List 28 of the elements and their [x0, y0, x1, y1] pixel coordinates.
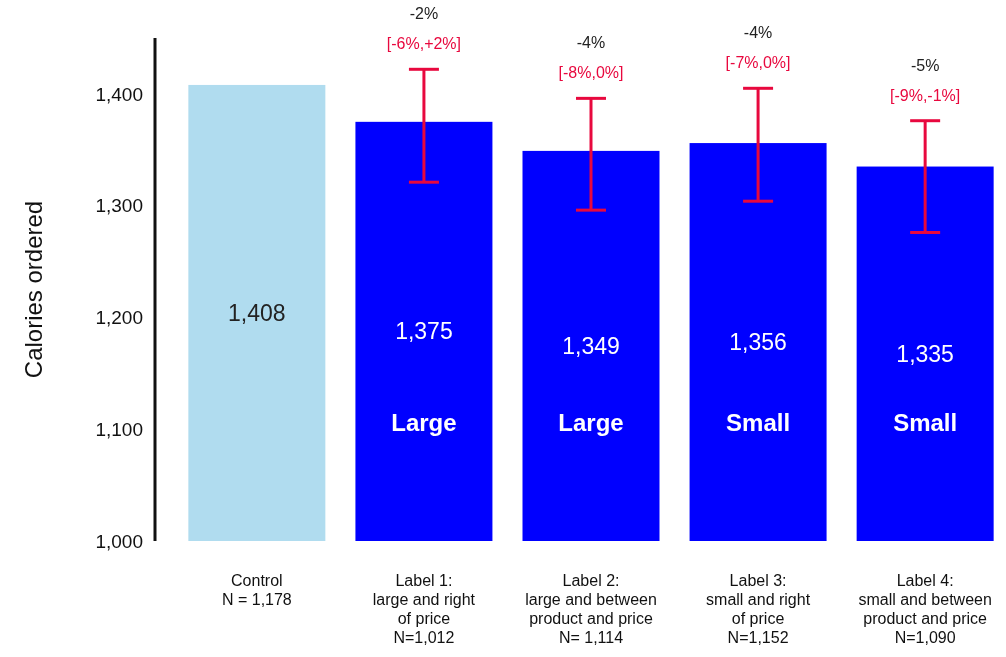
y-axis-title: Calories ordered: [20, 200, 47, 379]
x-tick-label: Control N = 1,178: [221, 572, 292, 608]
annotation: [-9%,-1%]: [890, 86, 961, 104]
x-tick-label: Label 2: large and between product and price N= 1,114: [525, 572, 657, 646]
x-tick-label: Label 4: small and between product and price N=1,090: [858, 572, 992, 646]
annotation: Small: [726, 409, 791, 436]
data-label: 1,375: [395, 318, 453, 345]
annotation: [-7%,0%]: [725, 54, 791, 72]
data-label: 1,356: [729, 329, 787, 356]
annotation: [-6%,+2%]: [386, 35, 462, 53]
x-tick-label: Label 1: large and right of price N=1,012: [372, 572, 476, 646]
data-label: 1,408: [228, 299, 286, 326]
annotation: -5%: [910, 56, 940, 74]
annotation: Large: [391, 409, 457, 436]
y-tick-label: 1,400: [95, 83, 143, 105]
annotation: Large: [558, 409, 624, 436]
x-tick-label: Label 3: small and right of price N=1,152: [706, 572, 811, 646]
annotation: -2%: [409, 5, 439, 23]
data-label: 1,335: [896, 340, 954, 367]
annotation: Small: [893, 409, 958, 436]
y-tick-label: 1,000: [95, 530, 143, 552]
annotation: -4%: [743, 24, 773, 42]
y-tick-label: 1,200: [95, 307, 143, 329]
annotation: [-8%,0%]: [558, 64, 624, 82]
y-tick-label: 1,100: [95, 418, 143, 440]
y-tick-label: 1,300: [95, 195, 143, 217]
annotation: -4%: [576, 34, 606, 52]
data-label: 1,349: [562, 332, 620, 359]
